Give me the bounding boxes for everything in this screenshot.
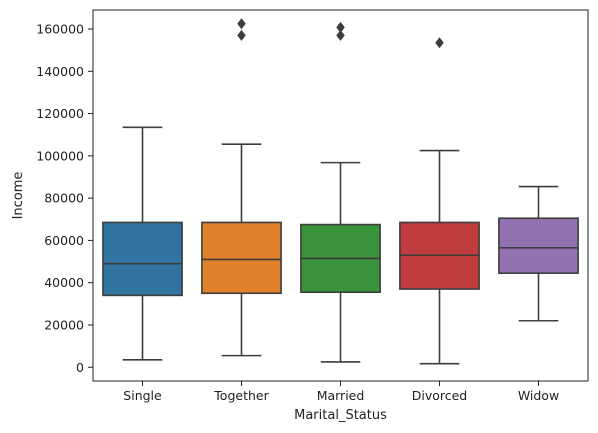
box-group-together — [201, 18, 282, 357]
outlier-point-together-1 — [237, 18, 246, 30]
y-tick-label: 20000 — [44, 317, 84, 332]
y-tick-label: 100000 — [36, 148, 84, 163]
outlier-point-married-1 — [336, 21, 345, 33]
outlier-point-together-0 — [237, 29, 246, 41]
y-tick-label: 0 — [76, 360, 84, 375]
box-group-divorced — [399, 37, 480, 365]
x-tick-label-married: Married — [317, 388, 365, 403]
box-single — [102, 221, 183, 297]
y-tick-label: 140000 — [36, 64, 84, 79]
y-tick-label: 120000 — [36, 106, 84, 121]
box-widow — [498, 217, 579, 274]
y-axis-title: Income — [11, 172, 26, 220]
box-group-widow — [498, 185, 579, 322]
axes-layer: 0 20000 40000 60000 80000 100000 120000 140000 1… — [36, 9, 589, 403]
x-axis-title: Marital_Status — [294, 408, 387, 423]
box-group-single — [102, 126, 183, 361]
y-tick-label: 80000 — [44, 191, 84, 206]
y-tick-label: 40000 — [44, 275, 84, 290]
x-tick-label-single: Single — [123, 388, 162, 403]
boxes-layer — [102, 18, 579, 365]
y-tick-label: 60000 — [44, 233, 84, 248]
box-group-married — [300, 21, 381, 363]
y-tick-label: 160000 — [36, 22, 84, 37]
x-tick-label-widow: Widow — [518, 388, 559, 403]
outlier-point-married-0 — [336, 29, 345, 41]
x-tick-label-together: Together — [213, 388, 269, 403]
x-tick-label-divorced: Divorced — [412, 388, 468, 403]
outlier-point-divorced-0 — [435, 37, 444, 49]
box-together — [201, 221, 282, 295]
